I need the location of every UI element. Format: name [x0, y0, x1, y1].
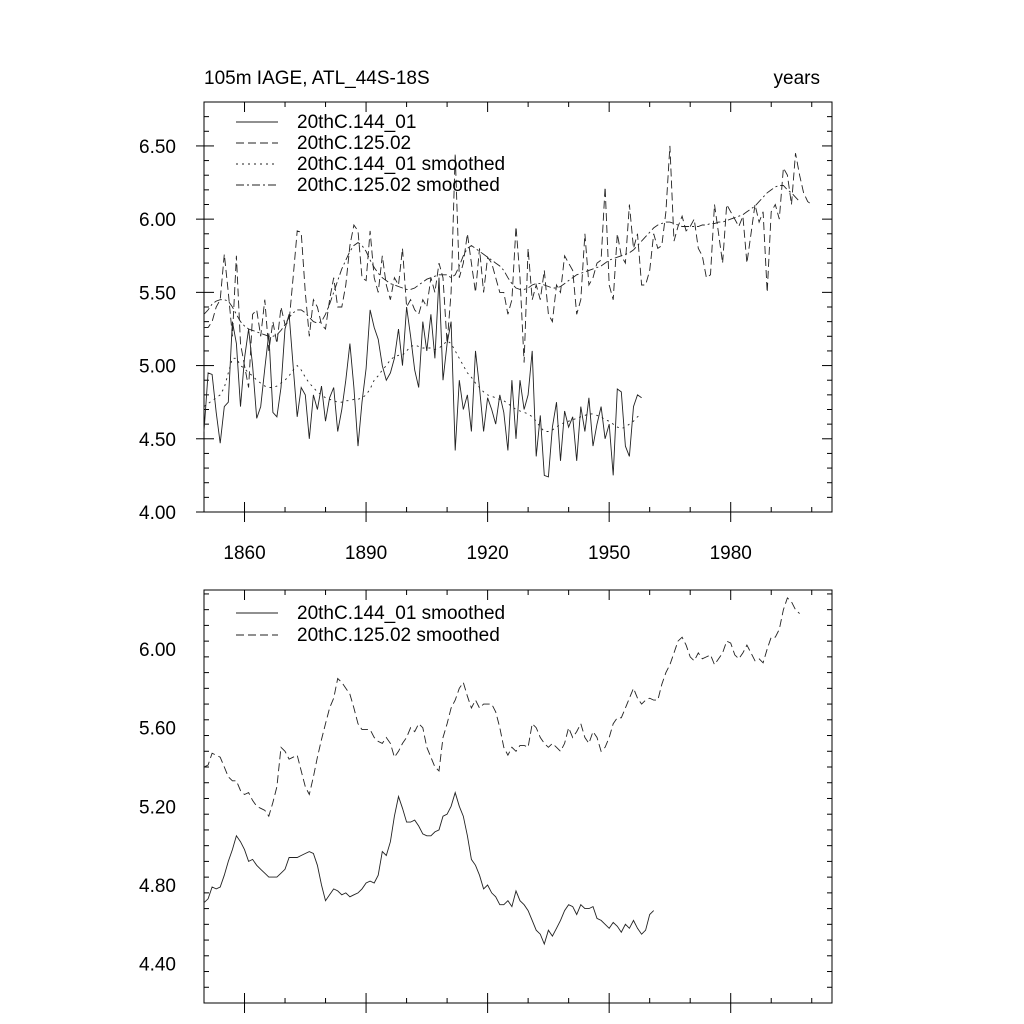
- y-tick-label: 4.40: [139, 955, 176, 976]
- series-line-1: [204, 145, 812, 388]
- y-tick-label: 5.60: [139, 719, 176, 740]
- legend-label: 20thC.144_01 smoothed: [297, 603, 505, 624]
- legend-label: 20thC.125.02 smoothed: [297, 625, 500, 646]
- y-tick-label: 4.00: [139, 503, 176, 524]
- plot-frame: [203, 589, 833, 1004]
- x-tick-label: 1980: [710, 543, 752, 564]
- y-tick-label: 5.50: [139, 283, 176, 304]
- legend-label: 20thC.125.02 smoothed: [297, 175, 500, 196]
- y-tick-label: 6.00: [139, 210, 176, 231]
- top-line-chart: 1860 1890 1920 1950 1980 4.00 4.50 5.00 5.50 6.00…: [139, 101, 833, 564]
- bottom-line-chart: 4.40 4.80 5.20 5.60 6.00 20thC.144_01 smoothe…: [139, 589, 833, 1013]
- y-tick-label: 4.80: [139, 876, 176, 897]
- series-line-3: [203, 185, 800, 337]
- y-tick-label: 6.50: [139, 137, 176, 158]
- x-tick-label: 1950: [588, 543, 630, 564]
- legend-label: 20thC.144_01 smoothed: [297, 154, 505, 175]
- y-tick-label: 4.50: [139, 430, 176, 451]
- legend-label: 20thC.125.02: [297, 133, 411, 154]
- series-line-0: [203, 277, 642, 478]
- series-line-1: [203, 597, 800, 818]
- y-tick-label: 6.00: [139, 640, 176, 661]
- top-chart-units-label: years: [774, 68, 820, 89]
- x-tick-label: 1890: [345, 543, 387, 564]
- top-chart-title: 105m IAGE, ATL_44S-18S: [204, 68, 430, 89]
- y-tick-label: 5.20: [139, 797, 176, 818]
- series-line-2: [203, 340, 642, 432]
- x-tick-label: 1860: [223, 543, 265, 564]
- x-tick-label: 1920: [466, 543, 508, 564]
- y-tick-label: 5.00: [139, 357, 176, 378]
- series-line-0: [203, 791, 655, 946]
- legend-label: 20thC.144_01: [297, 112, 416, 133]
